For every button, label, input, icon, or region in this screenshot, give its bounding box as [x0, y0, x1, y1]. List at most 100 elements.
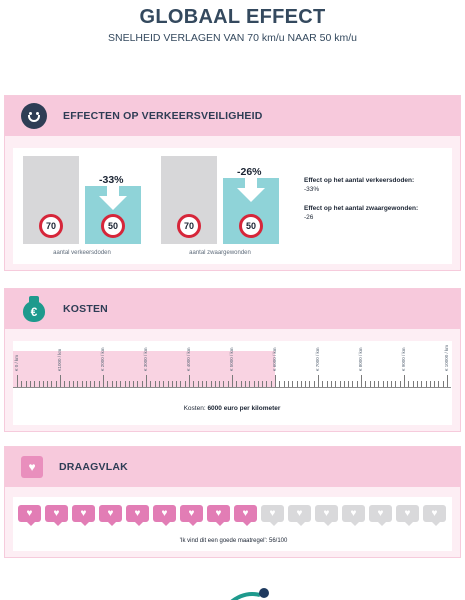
- minor-tick: [300, 381, 302, 387]
- minor-tick: [227, 381, 229, 387]
- heart-filled-icon: ♥: [99, 505, 122, 526]
- cost-level-band: [13, 351, 275, 388]
- minor-tick: [352, 381, 353, 387]
- minor-tick: [326, 381, 328, 387]
- heart-filled-icon: ♥: [45, 505, 68, 526]
- speed-sign-50: 50: [239, 214, 263, 238]
- major-tick: [447, 375, 448, 387]
- minor-tick: [386, 381, 388, 387]
- major-tick: [404, 375, 405, 387]
- minor-tick: [412, 381, 414, 387]
- minor-tick: [309, 381, 310, 387]
- minor-tick: [25, 381, 27, 387]
- minor-tick: [343, 381, 345, 387]
- tick-label: € 3000 / km: [143, 347, 148, 371]
- heart-empty-icon: ♥: [288, 505, 311, 526]
- minor-tick: [47, 381, 48, 387]
- costs-heading: KOSTEN: [63, 303, 108, 315]
- heart-empty-icon: ♥: [315, 505, 338, 526]
- heart-filled-icon: ♥: [207, 505, 230, 526]
- heart-filled-icon: ♥: [153, 505, 176, 526]
- tick-label: € 6000 / km: [272, 347, 277, 371]
- minor-tick: [429, 381, 431, 387]
- effect-deaths-value: -33%: [304, 186, 320, 193]
- minor-tick: [81, 381, 83, 387]
- minor-tick: [442, 381, 444, 387]
- minor-tick: [223, 381, 224, 387]
- minor-tick: [244, 381, 246, 387]
- page-title: GLOBAAL EFFECT: [139, 6, 326, 28]
- brand-logo: [230, 588, 269, 600]
- minor-tick: [365, 381, 366, 387]
- minor-tick: [120, 381, 121, 387]
- minor-tick: [55, 381, 57, 387]
- minor-tick: [206, 381, 207, 387]
- minor-tick: [133, 381, 134, 387]
- safety-heading: EFFECTEN OP VERKEERSVEILIGHEID: [63, 110, 263, 122]
- minor-tick: [38, 381, 40, 387]
- caption-injuries: aantal zwaargewonden: [189, 250, 251, 256]
- minor-tick: [373, 381, 375, 387]
- minor-tick: [249, 381, 250, 387]
- major-tick: [361, 375, 362, 387]
- tick-label: € 7000 / km: [315, 347, 320, 371]
- minor-tick: [72, 381, 74, 387]
- minor-tick: [90, 381, 91, 387]
- heart-filled-icon: ♥: [72, 505, 95, 526]
- minor-tick: [236, 381, 237, 387]
- tick-label: €1000 / km: [57, 348, 62, 371]
- caption-deaths: aantal verkeersdoden: [53, 250, 111, 256]
- page-subtitle: SNELHEID VERLAGEN VAN 70 km/u NAAR 50 km…: [108, 32, 357, 44]
- minor-tick: [382, 381, 384, 387]
- speed-sign-70: 70: [39, 214, 63, 238]
- major-tick: [232, 375, 233, 387]
- heart-filled-icon: ♥: [180, 505, 203, 526]
- minor-tick: [335, 381, 336, 387]
- minor-tick: [313, 381, 315, 387]
- cost-summary: Kosten: 6000 euro per kilometer: [13, 405, 451, 412]
- effect-injuries-value: -26: [304, 214, 314, 221]
- minor-tick: [94, 381, 95, 387]
- minor-tick: [266, 381, 267, 387]
- minor-tick: [305, 381, 306, 387]
- major-tick: [60, 375, 61, 387]
- minor-tick: [107, 381, 108, 387]
- effect-injuries-label: Effect op het aantal zwaargewonden:: [304, 205, 419, 212]
- support-section: ♥ DRAAGVLAK ♥ ♥ ♥ ♥ ♥ ♥ ♥ ♥ ♥ ♥ ♥ ♥ ♥ ♥ ♥ ♥ 'Ik vind di…: [4, 446, 461, 558]
- minor-tick: [296, 381, 298, 387]
- tick-label: € 10000 / km: [444, 344, 449, 371]
- support-hearts: ♥ ♥ ♥ ♥ ♥ ♥ ♥ ♥ ♥ ♥ ♥ ♥ ♥ ♥ ♥ ♥: [18, 505, 450, 526]
- support-header: ♥ DRAAGVLAK: [5, 447, 460, 487]
- minor-tick: [158, 381, 160, 387]
- safety-body: 70 -33% 50 aantal verkeersdoden 70 -26% …: [13, 148, 452, 264]
- minor-tick: [421, 381, 422, 387]
- safety-header: EFFECTEN OP VERKEERSVEILIGHEID: [5, 96, 460, 136]
- cost-prefix: Kosten:: [183, 405, 208, 412]
- major-tick: [17, 375, 18, 387]
- speed-sign-50: 50: [101, 214, 125, 238]
- safety-section: EFFECTEN OP VERKEERSVEILIGHEID 70 -33% 5…: [4, 95, 461, 271]
- minor-tick: [115, 381, 117, 387]
- minor-tick: [283, 381, 285, 387]
- minor-tick: [51, 381, 52, 387]
- minor-tick: [128, 381, 130, 387]
- minor-tick: [270, 381, 272, 387]
- effect-deaths-label: Effect op het aantal verkeersdoden:: [304, 177, 415, 184]
- minor-tick: [98, 381, 100, 387]
- minor-tick: [176, 381, 177, 387]
- costs-body: € 0 / km €1000 / km € 2000 / km € 3000 / km…: [13, 341, 452, 425]
- tick-label: € 5000 / km: [229, 347, 234, 371]
- smiley-icon: [21, 103, 47, 129]
- minor-tick: [369, 381, 371, 387]
- minor-tick: [425, 381, 427, 387]
- support-quote: 'Ik vind dit een goede maatregel': 56/10…: [179, 538, 288, 544]
- tick-label: € 2000 / km: [100, 347, 105, 371]
- minor-tick: [339, 381, 341, 387]
- minor-tick: [279, 381, 280, 387]
- minor-tick: [171, 381, 173, 387]
- minor-tick: [137, 381, 138, 387]
- heart-empty-icon: ♥: [342, 505, 365, 526]
- minor-tick: [395, 381, 396, 387]
- minor-tick: [210, 381, 212, 387]
- minor-tick: [434, 381, 435, 387]
